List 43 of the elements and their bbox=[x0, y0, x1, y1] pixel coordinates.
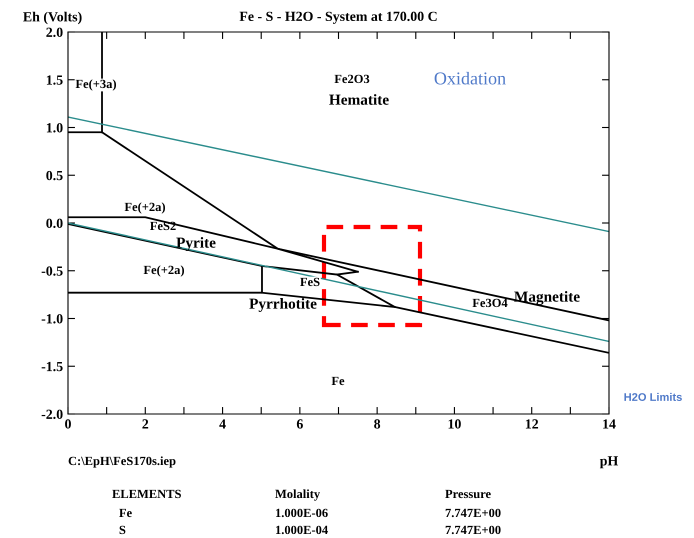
y-tick-label: -2.0 bbox=[42, 410, 63, 420]
y-axis-title: Eh (Volts) bbox=[23, 12, 82, 24]
x-tick-label: 6 bbox=[296, 419, 303, 429]
x-tick-label: 14 bbox=[603, 419, 616, 428]
y-tick-label: 0.5 bbox=[46, 170, 63, 180]
text: 1.000E-04 bbox=[276, 526, 328, 534]
y-tick-label: -1.5 bbox=[42, 362, 63, 372]
annotation: Fe bbox=[332, 376, 344, 386]
x-tick-label: 0 bbox=[65, 419, 71, 429]
text: Molality bbox=[275, 489, 320, 501]
y-tick-label: 2.0 bbox=[46, 28, 63, 38]
annotation: Fe3O4 bbox=[472, 298, 508, 308]
y-tick-label: 1.0 bbox=[46, 123, 63, 133]
x-tick-label: 12 bbox=[526, 419, 538, 428]
text: Pressure bbox=[445, 490, 491, 498]
y-tick-label: -1.0 bbox=[42, 314, 63, 324]
x-tick-label: 4 bbox=[219, 419, 226, 428]
annotation: Hematite bbox=[329, 94, 389, 105]
annotation: Oxidation bbox=[434, 72, 506, 85]
annotation: Pyrite bbox=[176, 237, 216, 251]
annotation: Pyrrhotite bbox=[249, 298, 317, 312]
annotation: Fe(+3a) bbox=[76, 79, 116, 91]
text: Fe bbox=[119, 508, 132, 518]
annotation: Fe(+2a) bbox=[144, 265, 184, 277]
x-tick-label: 8 bbox=[374, 419, 380, 429]
text: 1.000E-06 bbox=[276, 508, 328, 518]
y-tick-label: 0.0 bbox=[46, 218, 63, 228]
text: H2O Limits bbox=[624, 392, 682, 401]
annotation: Magnetite bbox=[514, 291, 580, 305]
y-tick-label: 1.5 bbox=[46, 75, 63, 85]
annotation: Fe(+2a) bbox=[124, 202, 166, 214]
text: 7.747E+00 bbox=[446, 526, 501, 534]
annotation: FeS bbox=[300, 278, 320, 286]
text: ELEMENTS bbox=[112, 490, 181, 498]
annotation: Fe2O3 bbox=[334, 74, 370, 84]
chart-title: Fe - S - H2O - System at 170.00 C bbox=[240, 12, 437, 24]
text: S bbox=[120, 526, 126, 534]
text: C:\EpH\FeS170s.iep bbox=[68, 456, 176, 468]
x-axis-title: pH bbox=[600, 456, 618, 468]
y-tick-label: -0.5 bbox=[42, 266, 63, 276]
x-tick-label: 2 bbox=[142, 419, 148, 428]
text: 7.747E+00 bbox=[446, 508, 501, 518]
x-tick-label: 10 bbox=[448, 419, 461, 429]
